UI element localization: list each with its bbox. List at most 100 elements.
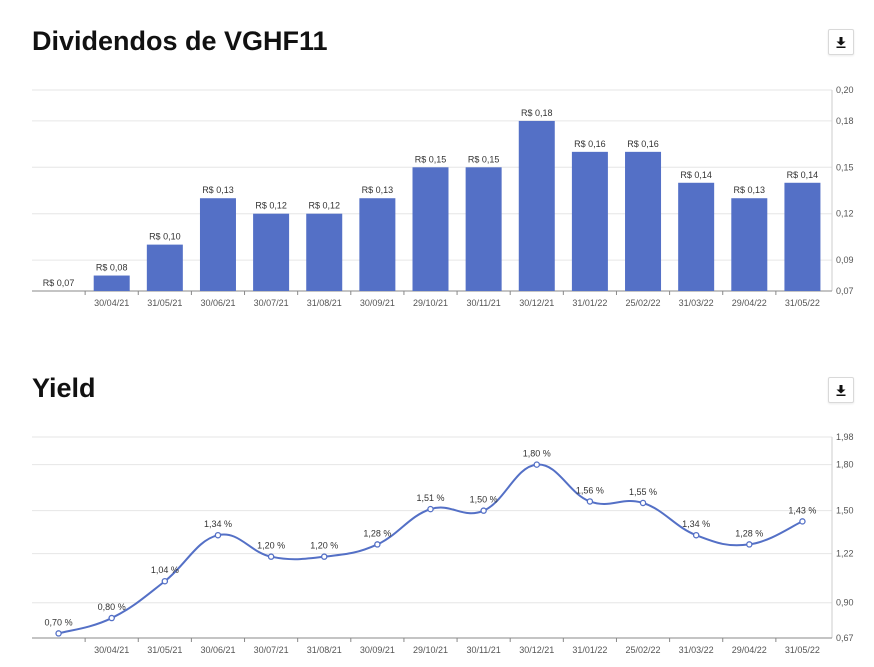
dividend-data-label: R$ 0,13 <box>362 185 394 195</box>
yield-data-label: 1,50 % <box>470 495 498 505</box>
yield-data-label: 1,28 % <box>363 528 391 538</box>
yield-point <box>55 630 62 637</box>
dividends-x-tick-label: 29/04/22 <box>732 298 767 308</box>
dividend-bar <box>306 213 343 291</box>
dividends-x-tick-label: 30/06/21 <box>200 298 235 308</box>
yield-data-label: 1,56 % <box>576 485 604 495</box>
dividends-x-tick-label: 31/03/22 <box>679 298 714 308</box>
yield-download-button[interactable] <box>828 377 854 403</box>
yield-y-tick-label: 1,80 <box>836 460 854 470</box>
yield-x-tick-label: 31/03/22 <box>679 645 714 655</box>
dividend-bar <box>93 275 130 291</box>
yield-point <box>267 553 275 560</box>
yield-series-line <box>58 463 803 635</box>
dividend-data-label: R$ 0,15 <box>415 154 447 164</box>
yield-point <box>161 577 169 585</box>
dividend-bar <box>678 182 715 291</box>
yield-point <box>799 518 806 525</box>
dividend-data-label: R$ 0,08 <box>96 263 128 273</box>
yield-point <box>533 461 541 468</box>
yield-data-label: 1,20 % <box>257 541 285 551</box>
yield-data-label: 1,34 % <box>682 519 710 529</box>
yield-data-label: 1,34 % <box>204 519 232 529</box>
yield-y-tick-label: 0,90 <box>836 598 854 608</box>
dividend-bar <box>253 213 290 291</box>
yield-point <box>746 541 753 548</box>
dividends-y-tick-label: 0,07 <box>836 286 854 296</box>
yield-x-tick-label: 31/08/21 <box>307 645 342 655</box>
yield-x-tick-label: 30/06/21 <box>200 645 235 655</box>
yield-x-tick-label: 31/05/22 <box>785 645 820 655</box>
yield-y-tick-label: 1,98 <box>836 432 854 442</box>
dividend-data-label: R$ 0,10 <box>149 232 181 242</box>
yield-point <box>480 507 487 514</box>
dividends-chart-title: Dividendos de VGHF11 <box>32 26 328 56</box>
dividend-data-label: R$ 0,12 <box>255 201 287 211</box>
dividends-x-tick-label: 31/08/21 <box>307 298 342 308</box>
yield-x-tick-label: 30/09/21 <box>360 645 395 655</box>
yield-point <box>639 499 647 507</box>
dividends-y-tick-label: 0,15 <box>836 162 854 172</box>
yield-x-tick-label: 25/02/22 <box>626 645 661 655</box>
dividend-data-label: R$ 0,14 <box>680 170 712 180</box>
dividends-y-tick-label: 0,20 <box>836 85 854 95</box>
yield-x-tick-label: 30/04/21 <box>94 645 129 655</box>
yield-point <box>214 531 222 539</box>
yield-x-tick-label: 29/04/22 <box>732 645 767 655</box>
dividends-x-tick-label: 31/01/22 <box>572 298 607 308</box>
dividend-data-label: R$ 0,12 <box>308 201 340 211</box>
dividend-data-label: R$ 0,15 <box>468 154 500 164</box>
yield-x-tick-label: 30/12/21 <box>519 645 554 655</box>
dividend-bar <box>518 120 555 291</box>
yield-data-label: 0,70 % <box>45 617 73 627</box>
yield-point <box>586 498 594 505</box>
yield-x-tick-label: 29/10/21 <box>413 645 448 655</box>
dividends-x-tick-label: 30/07/21 <box>254 298 289 308</box>
dividend-bar <box>625 151 662 291</box>
dividend-data-label: R$ 0,13 <box>202 185 234 195</box>
yield-y-tick-label: 1,22 <box>836 549 854 559</box>
dividends-x-tick-label: 30/04/21 <box>94 298 129 308</box>
dividend-data-label: R$ 0,07 <box>43 278 75 288</box>
yield-line-chart: 0,67 0,90 1,22 1,50 1,80 1,98 0,70 % 0,80 % 30/0… <box>32 432 854 655</box>
dividend-bar <box>784 182 821 291</box>
yield-point <box>692 531 700 539</box>
dividends-y-tick-label: 0,09 <box>836 255 854 265</box>
yield-data-label: 1,80 % <box>523 449 551 459</box>
yield-data-label: 0,80 % <box>98 602 126 612</box>
dividends-x-tick-label: 25/02/22 <box>626 298 661 308</box>
dividends-bar-chart: 0,07 0,09 0,12 0,15 0,18 0,20 R$ 0,07 R$ 0,08 30… <box>32 85 854 308</box>
yield-x-tick-label: 30/07/21 <box>254 645 289 655</box>
dividend-bar <box>731 198 768 291</box>
yield-x-tick-label: 30/11/21 <box>466 645 500 655</box>
dividends-x-tick-label: 29/10/21 <box>413 298 448 308</box>
yield-y-tick-label: 0,67 <box>836 633 854 643</box>
dividends-x-tick-label: 30/09/21 <box>360 298 395 308</box>
yield-data-label: 1,51 % <box>416 493 444 503</box>
dividend-bar <box>412 167 449 291</box>
dividends-x-tick-label: 31/05/21 <box>147 298 182 308</box>
dividend-data-label: R$ 0,16 <box>627 139 659 149</box>
dividend-data-label: R$ 0,13 <box>734 185 766 195</box>
download-icon <box>836 36 846 48</box>
yield-data-label: 1,55 % <box>629 487 657 497</box>
yield-chart-title: Yield <box>32 373 96 403</box>
dividends-x-tick-label: 30/12/21 <box>519 298 554 308</box>
yield-data-label: 1,43 % <box>788 505 816 515</box>
dividend-bar <box>465 167 502 291</box>
dividend-bar <box>199 198 236 291</box>
dividend-bar <box>146 244 183 291</box>
dividends-y-tick-label: 0,12 <box>836 209 854 219</box>
dividends-x-tick-label: 31/05/22 <box>785 298 820 308</box>
dividends-download-button[interactable] <box>828 29 854 55</box>
dividend-data-label: R$ 0,14 <box>787 170 819 180</box>
dividend-bar <box>571 151 608 291</box>
dividend-data-label: R$ 0,16 <box>574 139 606 149</box>
yield-point <box>374 541 381 548</box>
download-icon <box>836 384 846 396</box>
dividends-y-tick-label: 0,18 <box>836 116 854 126</box>
yield-data-label: 1,04 % <box>151 565 179 575</box>
yield-x-tick-label: 31/01/22 <box>572 645 607 655</box>
dividends-x-tick-label: 30/11/21 <box>466 298 500 308</box>
yield-point <box>108 614 115 622</box>
